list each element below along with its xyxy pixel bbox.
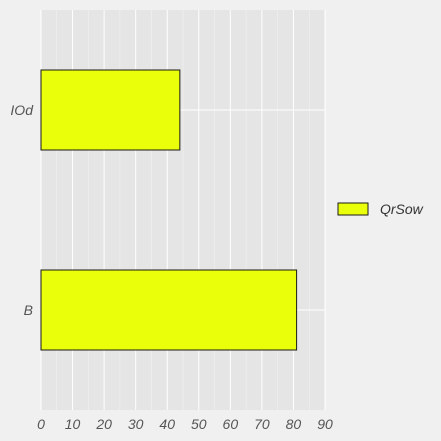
legend-label: QrSow — [380, 201, 424, 217]
x-tick-label: 20 — [95, 416, 112, 432]
x-tick-label: 90 — [317, 416, 333, 432]
bar-B — [40, 269, 298, 351]
legend: QrSow — [337, 201, 424, 217]
legend-swatch — [337, 202, 369, 216]
y-tick-label: B — [24, 302, 33, 318]
x-tick-label: 10 — [65, 416, 81, 432]
bars — [40, 69, 298, 351]
x-tick-label: 70 — [254, 416, 270, 432]
x-tick-label: 30 — [128, 416, 144, 432]
x-tick-label: 60 — [223, 416, 239, 432]
x-axis-tick-labels: 0 10 20 30 40 50 60 70 80 90 — [37, 416, 333, 432]
bar-IOd — [40, 69, 181, 151]
x-tick-label: 40 — [159, 416, 175, 432]
x-tick-label: 0 — [37, 416, 45, 432]
x-tick-label: 50 — [191, 416, 207, 432]
y-tick-label: IOd — [10, 102, 34, 118]
x-tick-label: 80 — [286, 416, 302, 432]
y-axis-tick-labels: IOd B — [10, 102, 34, 318]
